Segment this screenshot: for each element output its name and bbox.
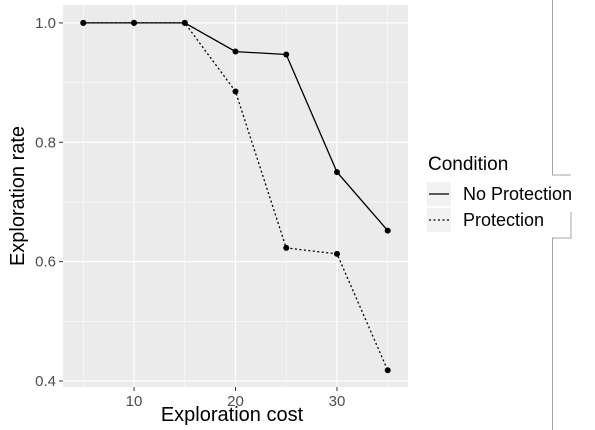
y-tick-label: 0.6	[35, 254, 56, 271]
frame-decoration	[552, 0, 572, 430]
data-point	[333, 250, 340, 257]
y-axis-title: Exploration rate	[7, 126, 29, 266]
data-point	[333, 169, 340, 176]
points-layer	[80, 19, 391, 374]
x-tick-label: 10	[126, 393, 143, 410]
y-tick-label: 0.4	[35, 373, 56, 390]
legend-title: Condition	[428, 154, 508, 175]
data-point	[384, 367, 391, 374]
data-point	[80, 19, 87, 26]
data-point	[131, 19, 138, 26]
data-point	[283, 244, 290, 251]
x-tick-label: 20	[227, 393, 244, 410]
y-tick-label: 1.0	[35, 15, 56, 32]
data-point	[232, 88, 239, 95]
legend: Condition No Protection Protection	[427, 154, 572, 232]
legend-label: Protection	[463, 210, 544, 230]
x-tick-label: 30	[329, 393, 346, 410]
y-axis: 0.4 0.6 0.8 1.0	[35, 15, 63, 390]
data-point	[384, 227, 391, 234]
y-tick-label: 0.8	[35, 134, 56, 151]
data-point	[181, 19, 188, 26]
x-axis-title: Exploration cost	[161, 404, 304, 426]
data-point	[283, 51, 290, 58]
data-point	[232, 48, 239, 55]
x-axis: 10 20 30	[126, 387, 346, 410]
legend-items: No Protection Protection	[427, 182, 572, 232]
legend-label: No Protection	[463, 184, 572, 204]
